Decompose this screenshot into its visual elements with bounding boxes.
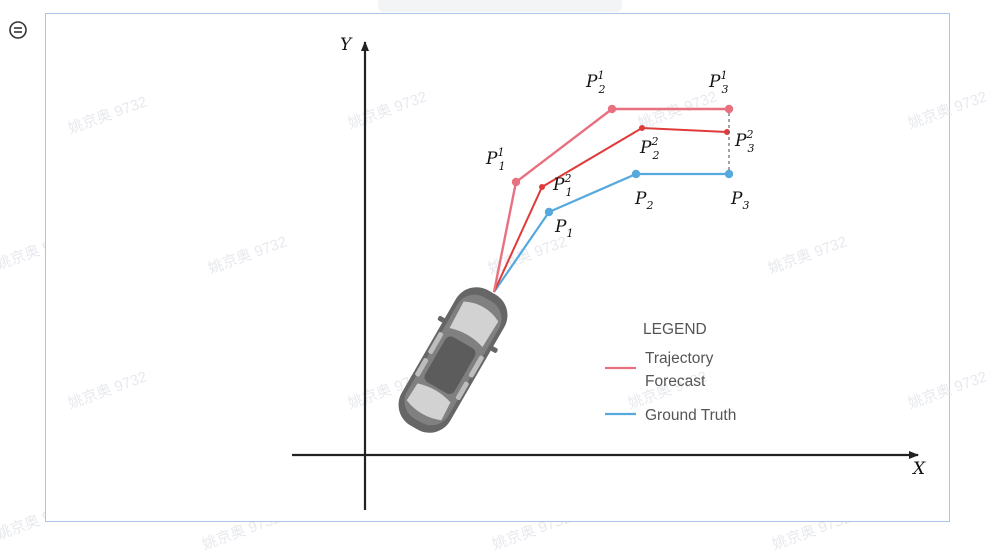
forecast-1-point-1 (511, 177, 521, 187)
legend-forecast-label-line2: Forecast (645, 373, 706, 390)
legend-forecast-label-line1: Trajectory (645, 350, 714, 367)
label-forecast-2-p1: P2 1 (552, 172, 572, 199)
y-axis-label: Y (340, 35, 353, 55)
car-icon (398, 287, 508, 433)
ground-truth-line (493, 172, 729, 293)
legend-title: LEGEND (643, 321, 707, 338)
label-truth-p3: P3 (730, 189, 749, 212)
forecast-2-point-1 (539, 184, 545, 190)
truth-point-2 (631, 169, 641, 179)
top-tab (378, 0, 622, 12)
label-forecast-1-p3: P1 3 (708, 69, 728, 96)
legend: LEGEND Trajectory Forecast Ground Truth (605, 321, 736, 424)
label-forecast-2-p3: P2 3 (734, 128, 754, 155)
forecast-2-line (493, 126, 728, 293)
label-truth-p2: P2 (634, 189, 653, 212)
label-forecast-2-p2: P2 2 (639, 135, 659, 162)
forecast-1-line (492, 107, 729, 293)
menu-icon[interactable] (8, 20, 28, 40)
x-axis-label: X (911, 459, 926, 479)
label-forecast-1-p1: P1 1 (485, 146, 505, 173)
diagram-frame: 姚京奥 9732 姚京奥 9732 姚京奥 9732 姚京奥 9732 姚京奥 … (45, 13, 989, 522)
truth-point-1 (544, 207, 554, 217)
label-forecast-1-p2: P1 2 (585, 69, 605, 96)
forecast-1-point-2 (607, 104, 617, 114)
trajectory-diagram: X Y P1 1 P1 2 P1 3 P2 1 P2 2 P2 3 P1 P2 P3 (292, 35, 926, 510)
label-truth-p1: P1 (554, 217, 573, 240)
truth-point-3 (724, 169, 734, 179)
forecast-2-point-2 (639, 125, 645, 131)
legend-truth-label: Ground Truth (645, 407, 736, 424)
forecast-1-point-3 (724, 104, 734, 114)
